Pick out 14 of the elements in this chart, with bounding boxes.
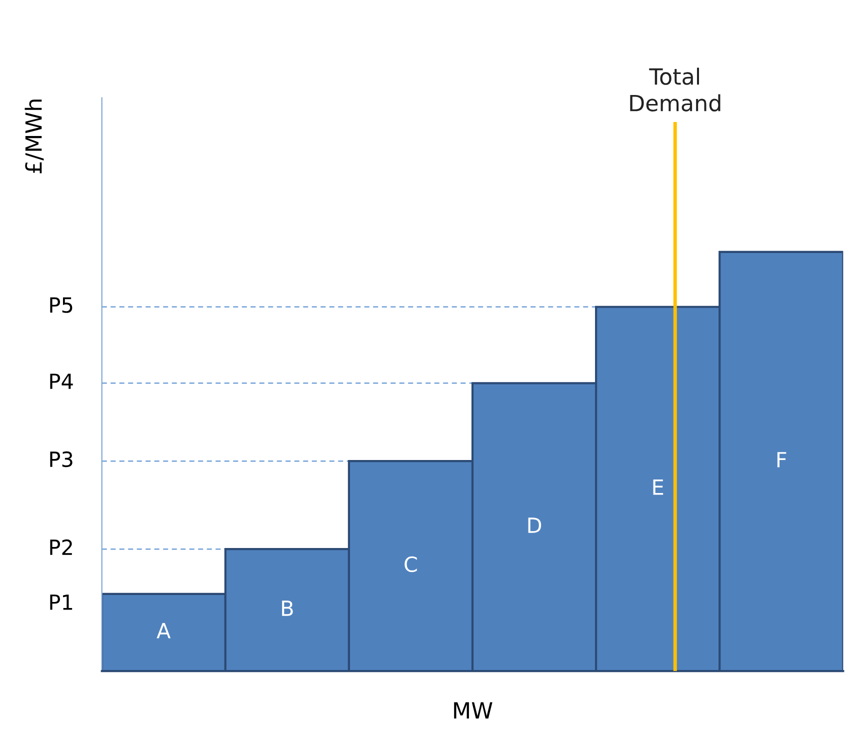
x-tick-label: A [156, 623, 171, 638]
x-tick-label: B [282, 600, 293, 616]
ref-line-label: P2 [50, 539, 72, 555]
x-tick-label: F [777, 452, 786, 468]
ref-line-label: P5 [50, 297, 72, 313]
x-axis-title: MW [454, 702, 492, 718]
ref-line-label: Total Demand [630, 68, 720, 112]
ref-line-label: P3 [50, 451, 72, 468]
text: P1 [50, 594, 72, 610]
x-tick-label: D [528, 518, 542, 533]
x-tick-label: C [404, 556, 417, 572]
y-axis-title: £/MWh [24, 100, 44, 174]
ref-line-label: P4 [50, 374, 73, 389]
x-tick-label: E [653, 480, 664, 495]
